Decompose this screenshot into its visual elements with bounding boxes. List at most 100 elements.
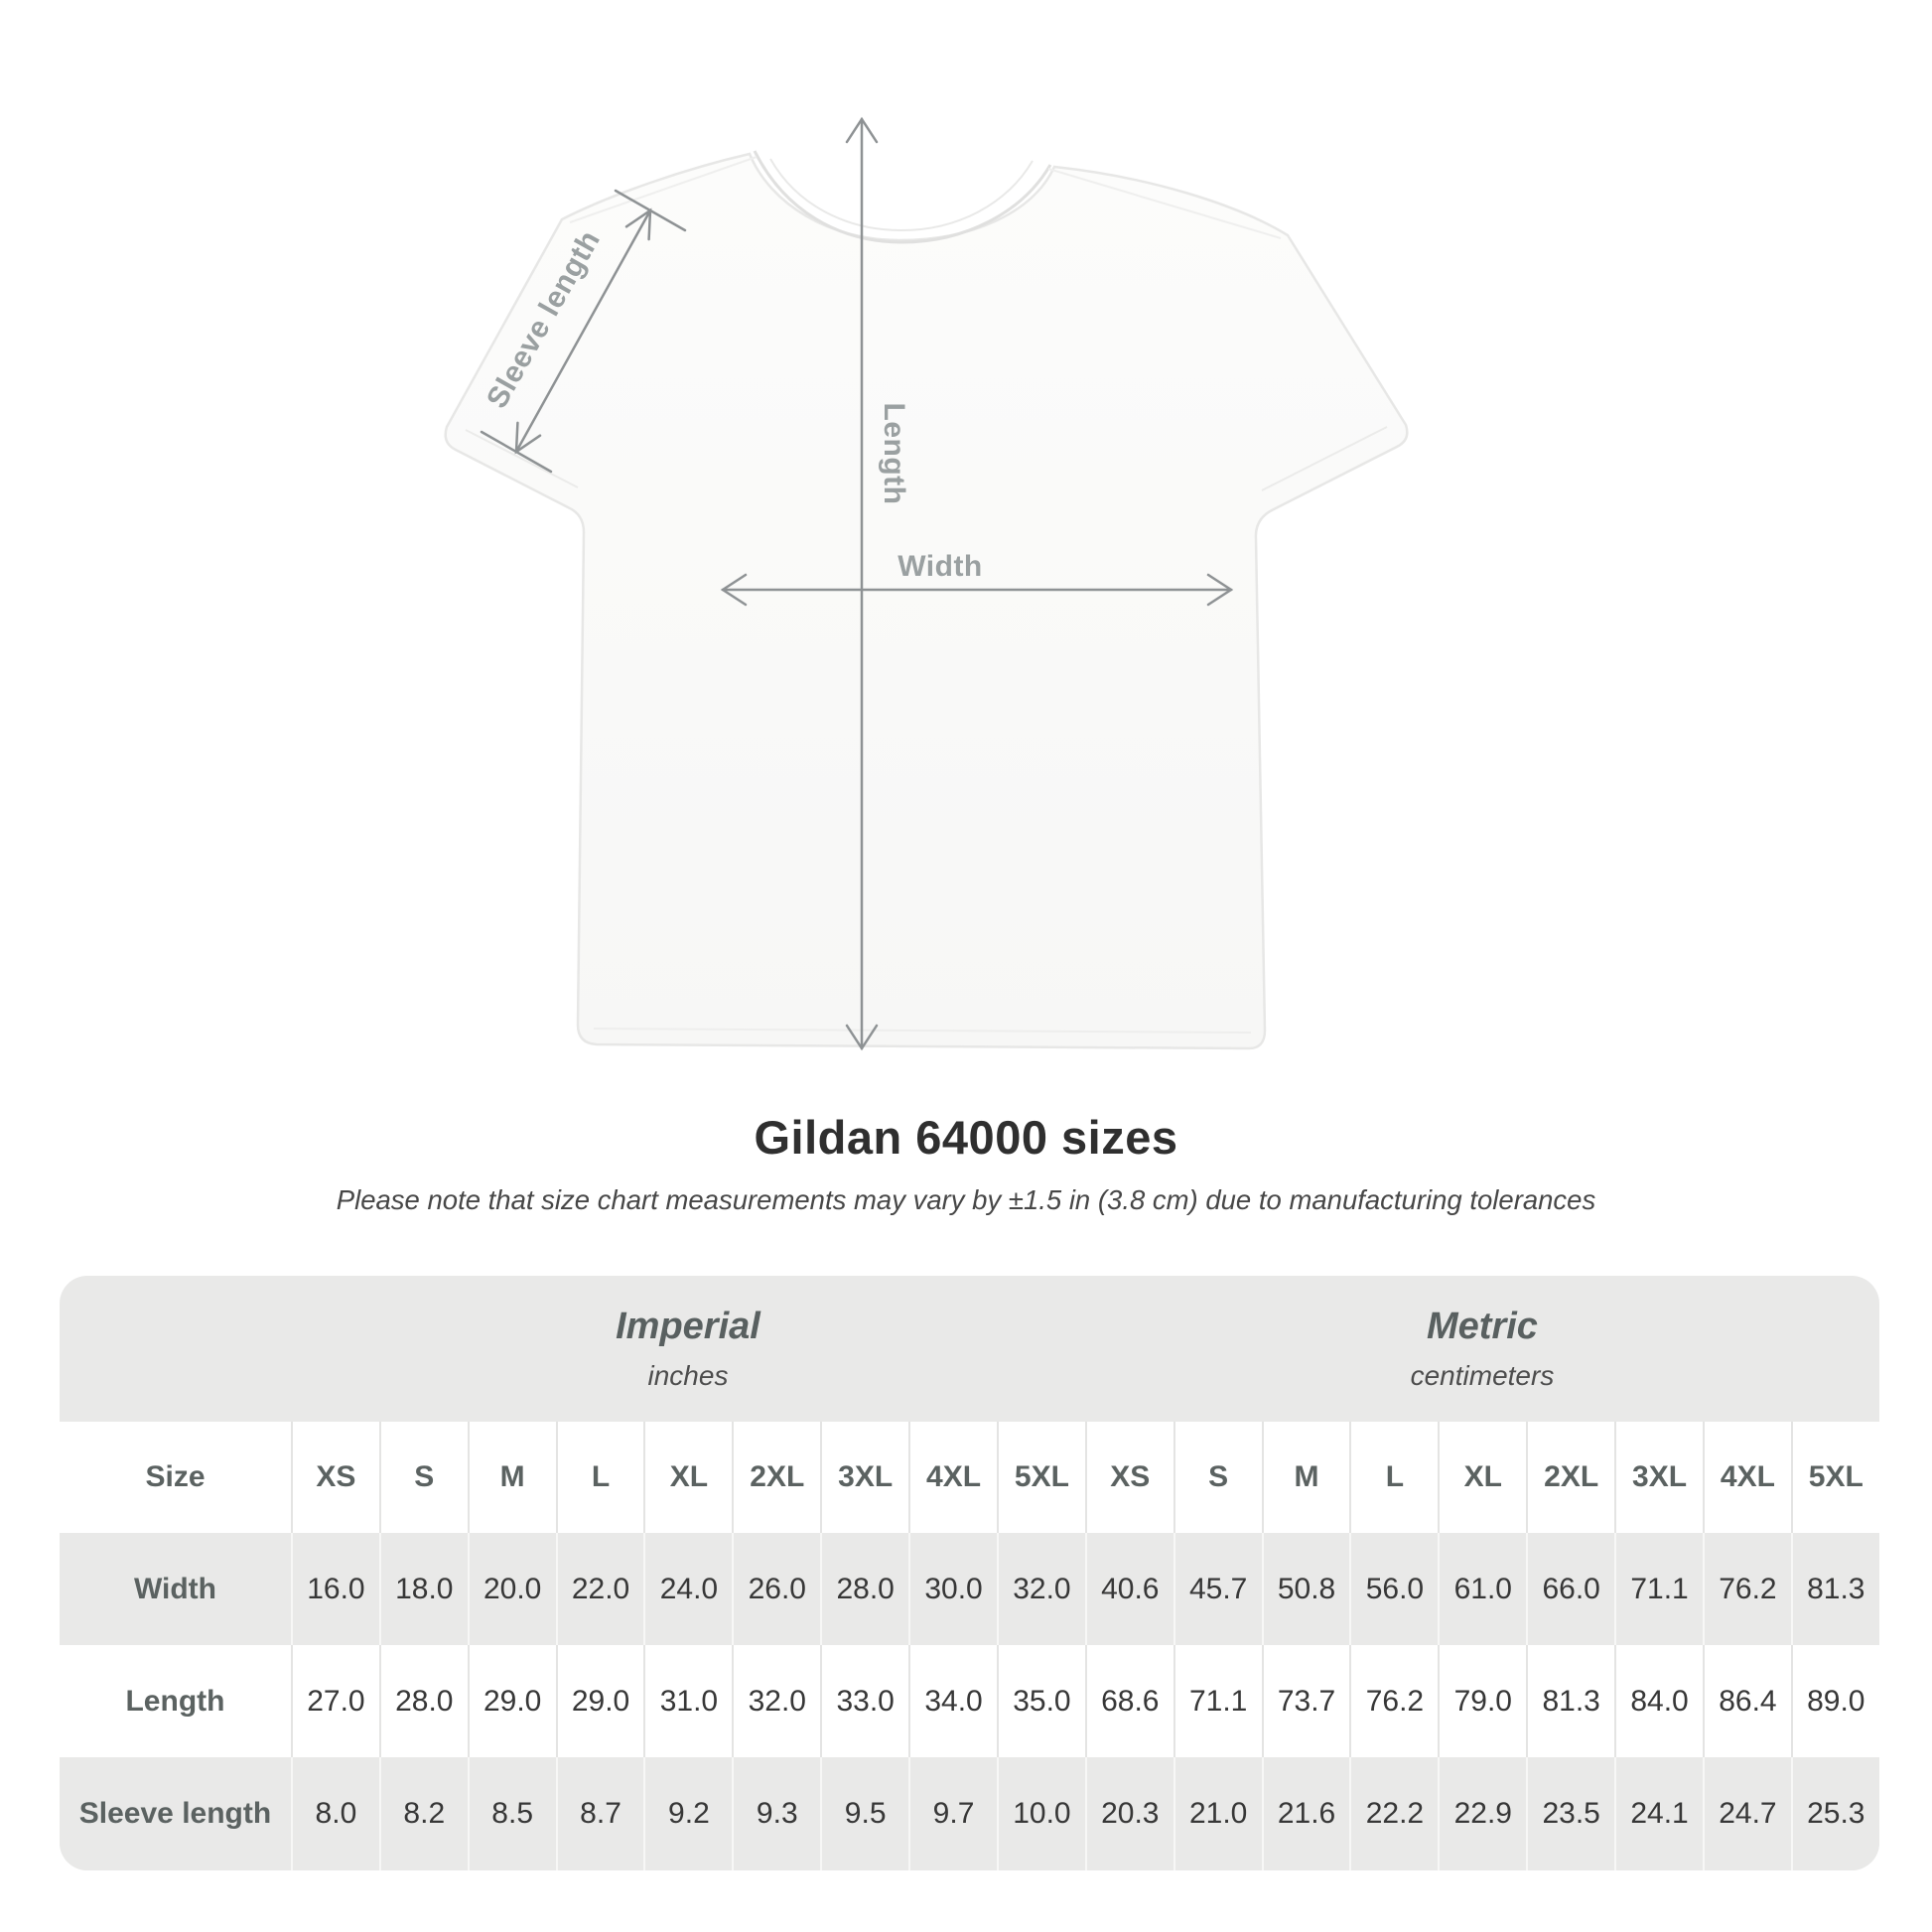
size-col-imperial-3xl: 3XL — [820, 1422, 908, 1533]
size-col-imperial-4xl: 4XL — [908, 1422, 997, 1533]
measure-value: 29.0 — [555, 1645, 644, 1757]
size-row-header: Size — [145, 1460, 206, 1493]
measure-value: 76.2 — [1349, 1645, 1438, 1757]
size-col-metric-4xl: 4XL — [1702, 1422, 1791, 1533]
measure-row-label: Length — [125, 1684, 225, 1718]
measure-value: 50.8 — [1261, 1533, 1350, 1645]
title-block: Gildan 64000 sizes Please note that size… — [0, 1110, 1932, 1216]
size-col-imperial-5xl: 5XL — [996, 1422, 1085, 1533]
size-table: Imperial inches Metric centimeters Size XS S M L… — [60, 1276, 1879, 1870]
tshirt-shoulder-seam-right — [1047, 168, 1282, 239]
unit-group-imperial: Imperial inches — [291, 1276, 1085, 1422]
tolerance-note: Please note that size chart measurements… — [336, 1184, 1596, 1215]
measure-value: 24.1 — [1614, 1757, 1703, 1870]
unit-group-header-row: Imperial inches Metric centimeters — [60, 1276, 1879, 1422]
measure-value: 24.0 — [643, 1533, 732, 1645]
measure-value: 56.0 — [1349, 1533, 1438, 1645]
measure-value: 73.7 — [1261, 1645, 1350, 1757]
measure-value: 66.0 — [1526, 1533, 1614, 1645]
measure-value: 28.0 — [378, 1645, 468, 1757]
measure-value: 40.6 — [1084, 1533, 1173, 1645]
measure-value: 76.2 — [1702, 1533, 1791, 1645]
measure-value: 22.9 — [1438, 1757, 1526, 1870]
measure-value: 20.3 — [1084, 1757, 1173, 1870]
measure-value: 28.0 — [820, 1533, 908, 1645]
tshirt-collar-seam — [769, 158, 1034, 232]
tshirt-measurement-diagram: Sleeve length Length Width — [444, 116, 1409, 1051]
width-arrow — [720, 573, 1234, 607]
measure-value: 9.5 — [820, 1757, 908, 1870]
measure-value: 33.0 — [820, 1645, 908, 1757]
tshirt-shoulder-seam-left — [569, 156, 758, 223]
measure-value: 8.0 — [290, 1757, 379, 1870]
measure-value: 71.1 — [1614, 1533, 1703, 1645]
tshirt-diagram-svg — [444, 116, 1409, 1051]
unit-group-label: Imperial — [616, 1306, 760, 1347]
unit-group-label: Metric — [1427, 1306, 1538, 1347]
measure-value: 25.3 — [1790, 1757, 1879, 1870]
size-col-metric-5xl: 5XL — [1790, 1422, 1879, 1533]
measure-value: 31.0 — [643, 1645, 732, 1757]
measure-value: 35.0 — [996, 1645, 1085, 1757]
measure-value: 61.0 — [1438, 1533, 1526, 1645]
measure-value: 81.3 — [1790, 1533, 1879, 1645]
measure-value: 27.0 — [290, 1645, 379, 1757]
measure-row-label: Sleeve length — [78, 1797, 272, 1830]
measure-value: 89.0 — [1790, 1645, 1879, 1757]
size-col-imperial-xl: XL — [643, 1422, 732, 1533]
size-col-metric-m: M — [1261, 1422, 1350, 1533]
measure-value: 22.0 — [555, 1533, 644, 1645]
measure-value: 26.0 — [732, 1533, 820, 1645]
size-col-metric-3xl: 3XL — [1614, 1422, 1703, 1533]
table-row-length: Length 27.0 28.0 29.0 29.0 31.0 32.0 33.0 34.0 35… — [60, 1645, 1879, 1757]
size-col-imperial-s: S — [378, 1422, 468, 1533]
measure-value: 84.0 — [1614, 1645, 1703, 1757]
size-col-imperial-2xl: 2XL — [732, 1422, 820, 1533]
unit-group-sublabel: inches — [647, 1360, 729, 1391]
size-col-metric-2xl: 2XL — [1526, 1422, 1614, 1533]
measure-value: 8.7 — [555, 1757, 644, 1870]
measure-value: 32.0 — [996, 1533, 1085, 1645]
measure-value: 86.4 — [1702, 1645, 1791, 1757]
measure-value: 23.5 — [1526, 1757, 1614, 1870]
measure-value: 45.7 — [1173, 1533, 1262, 1645]
measure-value: 68.6 — [1084, 1645, 1173, 1757]
measure-value: 8.5 — [467, 1757, 556, 1870]
measure-value: 81.3 — [1526, 1645, 1614, 1757]
size-col-metric-s: S — [1173, 1422, 1262, 1533]
measure-value: 21.6 — [1261, 1757, 1350, 1870]
tshirt-body — [444, 152, 1409, 1050]
measure-value: 79.0 — [1438, 1645, 1526, 1757]
table-row-width: Width 16.0 18.0 20.0 22.0 24.0 26.0 28.0 30.0 32.… — [60, 1533, 1879, 1645]
measure-value: 20.0 — [467, 1533, 556, 1645]
measure-value: 21.0 — [1173, 1757, 1262, 1870]
tshirt-hem-seam — [593, 1028, 1252, 1034]
size-col-imperial-l: L — [555, 1422, 644, 1533]
size-col-metric-l: L — [1349, 1422, 1438, 1533]
measure-value: 22.2 — [1349, 1757, 1438, 1870]
measure-row-label: Width — [133, 1572, 216, 1605]
measure-value: 9.3 — [732, 1757, 820, 1870]
size-col-imperial-m: M — [467, 1422, 556, 1533]
length-label: Length — [878, 402, 910, 505]
size-col-metric-xl: XL — [1438, 1422, 1526, 1533]
corner-cell — [60, 1276, 291, 1422]
length-arrow — [845, 116, 879, 1051]
size-header-row: Size XS S M L XL 2XL 3XL 4XL 5XL XS S M L XL 2XL 3XL 4XL 5… — [60, 1422, 1879, 1533]
measure-value: 18.0 — [378, 1533, 468, 1645]
measure-value: 34.0 — [908, 1645, 997, 1757]
unit-group-metric: Metric centimeters — [1085, 1276, 1879, 1422]
measure-value: 30.0 — [908, 1533, 997, 1645]
tshirt-collar — [753, 150, 1052, 244]
tshirt-cuff-seam-right — [1261, 426, 1388, 491]
measure-value: 8.2 — [378, 1757, 468, 1870]
width-label: Width — [897, 550, 983, 583]
size-col-metric-xs: XS — [1084, 1422, 1173, 1533]
measure-value: 9.2 — [643, 1757, 732, 1870]
table-row-sleeve-length: Sleeve length 8.0 8.2 8.5 8.7 9.2 9.3 9.5 9.7 10.… — [60, 1757, 1879, 1870]
measure-value: 9.7 — [908, 1757, 997, 1870]
sleeve-length-arrow — [480, 189, 687, 474]
measure-value: 16.0 — [290, 1533, 379, 1645]
tshirt-cuff-seam-left — [465, 429, 579, 488]
